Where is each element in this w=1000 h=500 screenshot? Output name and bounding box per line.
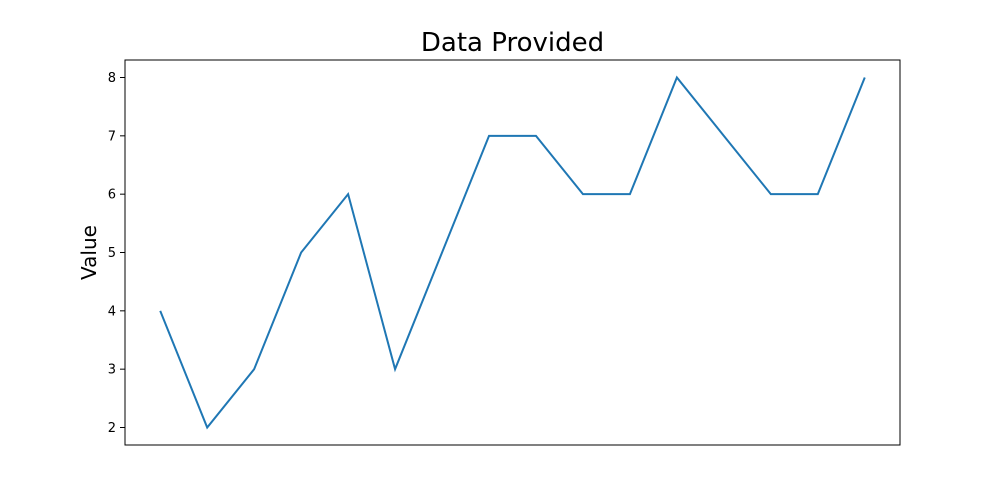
plot-area-frame [124,59,901,446]
y-tick-label: 8 [108,71,116,86]
y-tick-label: 5 [108,246,116,261]
series-group [159,75,866,430]
y-tick-label: 4 [108,304,116,319]
y-tick-label: 7 [108,129,116,144]
y-tick-label: 2 [108,421,116,436]
y-tick-label: 6 [108,188,116,203]
y-axis-ticks: 2 3 4 5 6 7 8 [108,71,125,436]
series-line [159,75,866,430]
chart-title: Data Provided [421,28,604,58]
y-tick-label: 3 [108,363,116,378]
y-axis-label: Value [77,225,101,280]
